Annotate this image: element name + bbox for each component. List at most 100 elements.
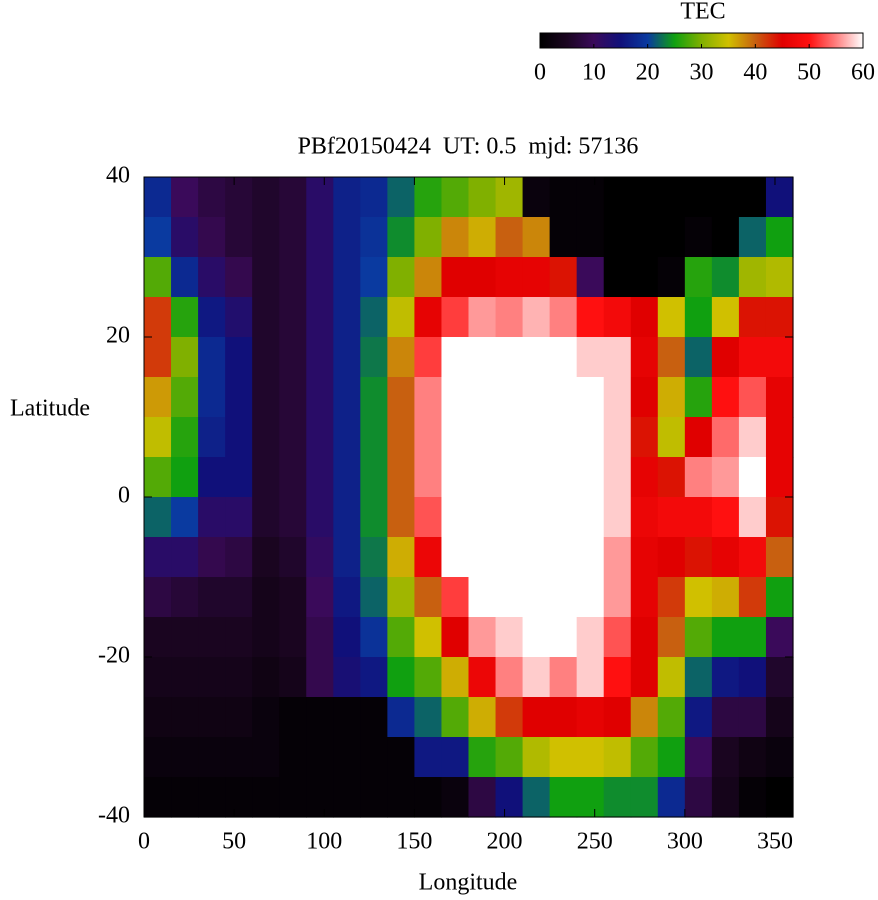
heatmap-cell bbox=[360, 337, 388, 378]
heatmap-cell bbox=[171, 297, 199, 338]
heatmap-cell bbox=[279, 457, 307, 498]
heatmap-cell bbox=[441, 577, 470, 618]
heatmap-cell bbox=[387, 257, 416, 298]
heatmap-cell bbox=[360, 697, 388, 738]
heatmap-cell bbox=[603, 377, 632, 418]
heatmap-cell bbox=[171, 737, 199, 778]
heatmap-cell bbox=[576, 697, 605, 738]
heatmap-cell bbox=[252, 217, 280, 258]
heatmap-cell bbox=[495, 177, 524, 218]
heatmap-cell bbox=[657, 377, 686, 418]
heatmap-cell bbox=[225, 697, 253, 738]
heatmap-cell bbox=[144, 497, 172, 538]
heatmap-cell bbox=[549, 577, 578, 618]
heatmap-cell bbox=[684, 777, 713, 818]
heatmap-cell bbox=[684, 657, 713, 698]
heatmap-cell bbox=[630, 537, 659, 578]
heatmap-cell bbox=[468, 217, 497, 258]
heatmap-cell bbox=[144, 737, 172, 778]
heatmap-cell bbox=[360, 457, 388, 498]
heatmap-cell bbox=[144, 577, 172, 618]
heatmap-cell bbox=[225, 417, 253, 458]
heatmap-cell bbox=[144, 257, 172, 298]
heatmap-cell bbox=[603, 537, 632, 578]
heatmap-cell bbox=[225, 777, 253, 818]
heatmap-cell bbox=[333, 577, 361, 618]
heatmap-cell bbox=[198, 337, 226, 378]
heatmap-cell bbox=[333, 257, 361, 298]
heatmap-cell bbox=[765, 337, 794, 378]
colorbar-tick-label: 50 bbox=[797, 60, 821, 86]
heatmap-cell bbox=[549, 737, 578, 778]
heatmap-cell bbox=[144, 417, 172, 458]
heatmap-cell bbox=[657, 497, 686, 538]
heatmap-cell bbox=[171, 777, 199, 818]
heatmap-cell bbox=[711, 297, 740, 338]
heatmap-cell bbox=[414, 617, 443, 658]
heatmap-cell bbox=[711, 777, 740, 818]
heatmap-cell bbox=[252, 657, 280, 698]
heatmap-cell bbox=[468, 657, 497, 698]
heatmap-cell bbox=[414, 417, 443, 458]
heatmap-cell bbox=[441, 777, 470, 818]
heatmap-cell bbox=[522, 457, 551, 498]
heatmap-cell bbox=[225, 297, 253, 338]
heatmap-cell bbox=[738, 537, 767, 578]
heatmap-cell bbox=[360, 577, 388, 618]
heatmap-cell bbox=[387, 217, 416, 258]
y-tick-label: 20 bbox=[106, 323, 130, 349]
heatmap-cell bbox=[549, 777, 578, 818]
heatmap-cell bbox=[198, 697, 226, 738]
heatmap-cell bbox=[225, 537, 253, 578]
heatmap-cell bbox=[495, 737, 524, 778]
heatmap-cell bbox=[360, 617, 388, 658]
heatmap-cell bbox=[144, 777, 172, 818]
heatmap-cell bbox=[225, 457, 253, 498]
heatmap-cell bbox=[171, 217, 199, 258]
heatmap-cell bbox=[279, 697, 307, 738]
heatmap-cell bbox=[684, 537, 713, 578]
heatmap-cell bbox=[252, 537, 280, 578]
heatmap-cell bbox=[333, 417, 361, 458]
heatmap-cell bbox=[360, 537, 388, 578]
heatmap-cell bbox=[414, 657, 443, 698]
heatmap-cell bbox=[279, 777, 307, 818]
heatmap-cell bbox=[333, 777, 361, 818]
heatmap-cell bbox=[333, 617, 361, 658]
heatmap-cell bbox=[414, 537, 443, 578]
heatmap-cell bbox=[549, 537, 578, 578]
heatmap-cell bbox=[765, 657, 794, 698]
heatmap-cell bbox=[441, 297, 470, 338]
heatmap-cell bbox=[738, 697, 767, 738]
heatmap-cell bbox=[684, 737, 713, 778]
heatmap-cell bbox=[306, 777, 334, 818]
heatmap-cell bbox=[576, 497, 605, 538]
heatmap-cell bbox=[414, 217, 443, 258]
heatmap-cell bbox=[360, 297, 388, 338]
heatmap-cell bbox=[738, 497, 767, 538]
heatmap-cell bbox=[711, 377, 740, 418]
heatmap-cell bbox=[603, 297, 632, 338]
heatmap-cell bbox=[576, 577, 605, 618]
heatmap-cell bbox=[387, 457, 416, 498]
heatmap-cell bbox=[414, 257, 443, 298]
heatmap-cell bbox=[252, 257, 280, 298]
heatmap-cell bbox=[441, 217, 470, 258]
heatmap-cell bbox=[657, 457, 686, 498]
heatmap-cell bbox=[738, 777, 767, 818]
heatmap-cell bbox=[414, 337, 443, 378]
heatmap-cell bbox=[279, 177, 307, 218]
heatmap-cell bbox=[387, 617, 416, 658]
heatmap-cell bbox=[279, 297, 307, 338]
heatmap-cell bbox=[279, 577, 307, 618]
heatmap-cell bbox=[333, 297, 361, 338]
heatmap-cell bbox=[495, 577, 524, 618]
heatmap-cell bbox=[387, 737, 416, 778]
heatmap-cell bbox=[279, 737, 307, 778]
heatmap-cell bbox=[441, 537, 470, 578]
heatmap-cell bbox=[576, 537, 605, 578]
heatmap-cell bbox=[414, 577, 443, 618]
heatmap-cell bbox=[738, 577, 767, 618]
heatmap-cell bbox=[198, 257, 226, 298]
x-tick-label: 150 bbox=[396, 829, 432, 855]
